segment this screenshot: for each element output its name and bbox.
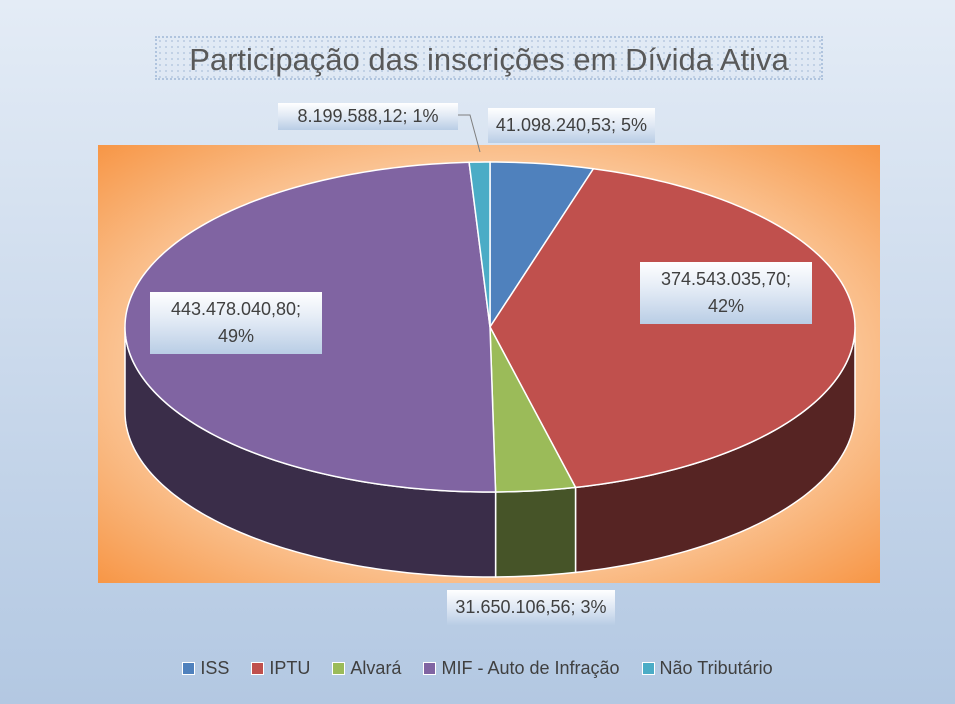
data-label: 443.478.040,80; 49% [150, 292, 322, 354]
legend-label: Alvará [350, 658, 402, 678]
slice-side [494, 486, 577, 578]
legend-item: Não Tributário [641, 658, 773, 679]
legend-label: ISS [200, 658, 230, 678]
legend: ISS IPTU Alvará MIF - Auto de Infração Não T… [0, 658, 955, 679]
data-label: 31.650.106,56; 3% [447, 590, 615, 625]
slice [489, 167, 856, 489]
chart-title: Participação das inscrições em Dívida At… [155, 36, 823, 80]
data-label: 374.543.035,70; 42% [640, 262, 812, 324]
legend-item: MIF - Auto de Infração [423, 658, 620, 679]
data-label: 41.098.240,53; 5% [488, 108, 655, 143]
legend-swatch [423, 662, 437, 675]
legend-swatch [182, 662, 196, 675]
leader-line [458, 114, 481, 153]
legend-item: ISS [182, 658, 229, 679]
slice [489, 161, 595, 330]
slice [468, 161, 491, 328]
legend-label: IPTU [269, 658, 311, 678]
legend-swatch [641, 662, 655, 675]
legend-swatch [332, 662, 346, 675]
legend-item: Alvará [332, 658, 401, 679]
legend-item: IPTU [251, 658, 310, 679]
legend-label: MIF - Auto de Infração [441, 658, 620, 678]
legend-swatch [251, 662, 265, 675]
slice [489, 326, 577, 493]
data-label: 8.199.588,12; 1% [278, 103, 458, 130]
legend-label: Não Tributário [659, 658, 773, 678]
